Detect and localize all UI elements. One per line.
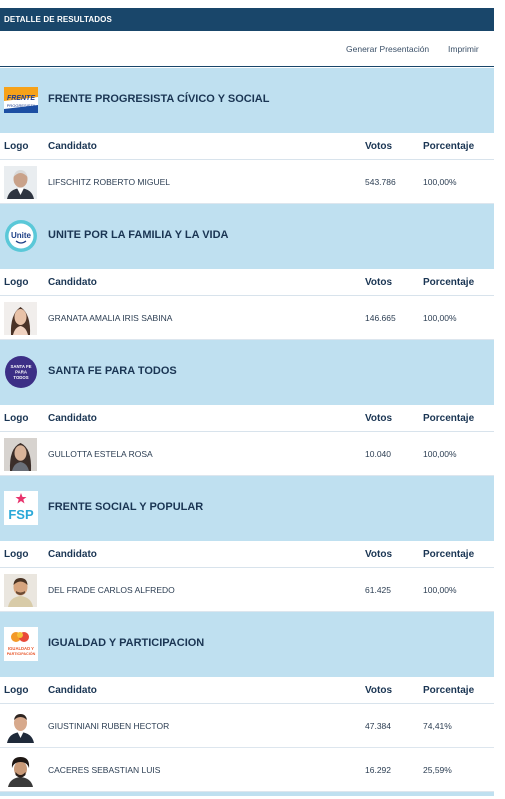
svg-text:SANTA FE: SANTA FE — [10, 364, 31, 369]
candidate-photo — [4, 302, 37, 335]
candidate-photo — [4, 438, 37, 471]
results-header: DETALLE DE RESULTADOS — [0, 8, 494, 31]
svg-text:PROGRESISTA: PROGRESISTA — [7, 103, 36, 108]
svg-text:Unite: Unite — [11, 231, 32, 240]
party-header: Unite UNITE POR LA FAMILIA Y LA VIDA — [0, 204, 494, 269]
col-percent: Porcentaje — [423, 549, 475, 560]
col-logo: Logo — [4, 685, 29, 696]
candidate-name: DEL FRADE CARLOS ALFREDO — [48, 585, 175, 595]
candidate-votes: 543.786 — [365, 177, 396, 187]
candidate-percent: 100,00% — [423, 449, 457, 459]
candidate-photo — [4, 754, 37, 787]
col-logo: Logo — [4, 549, 29, 560]
party-name: IGUALDAD Y PARTICIPACION — [48, 637, 205, 649]
candidate-percent: 100,00% — [423, 177, 457, 187]
col-votes: Votos — [365, 685, 393, 696]
column-header-row: Logo Candidato Votos Porcentaje — [0, 541, 494, 568]
unite-logo: Unite — [5, 220, 37, 252]
candidate-name: GULLOTTA ESTELA ROSA — [48, 449, 153, 459]
svg-text:PARTICIPACIÓN: PARTICIPACIÓN — [7, 651, 36, 656]
svg-text:IGUALDAD Y: IGUALDAD Y — [8, 646, 34, 651]
results-title: DETALLE DE RESULTADOS — [4, 15, 112, 24]
column-header-row: Logo Candidato Votos Porcentaje — [0, 269, 494, 296]
svg-text:FSP: FSP — [8, 507, 34, 522]
party-name: FRENTE PROGRESISTA CÍVICO Y SOCIAL — [48, 93, 270, 105]
col-percent: Porcentaje — [423, 141, 475, 152]
candidate-votes: 16.292 — [365, 765, 391, 775]
results-list: FRENTE PROGRESISTA FRENTE PROGRESISTA CÍ… — [0, 68, 494, 796]
col-logo: Logo — [4, 141, 29, 152]
party-name: UNITE POR LA FAMILIA Y LA VIDA — [48, 229, 229, 241]
candidate-votes: 10.040 — [365, 449, 391, 459]
candidate-percent: 100,00% — [423, 313, 457, 323]
svg-text:PARA: PARA — [15, 370, 27, 375]
party-name: SANTA FE PARA TODOS — [48, 365, 177, 377]
candidate-row: GULLOTTA ESTELA ROSA 10.040 100,00% — [0, 432, 494, 476]
col-candidate: Candidato — [48, 685, 97, 696]
candidate-row: LIFSCHITZ ROBERTO MIGUEL 543.786 100,00% — [0, 160, 494, 204]
col-candidate: Candidato — [48, 549, 97, 560]
svg-text:FRENTE: FRENTE — [7, 95, 35, 102]
candidate-photo — [4, 166, 37, 199]
candidate-row: DEL FRADE CARLOS ALFREDO 61.425 100,00% — [0, 568, 494, 612]
candidate-photo — [4, 710, 37, 743]
candidate-name: CACERES SEBASTIAN LUIS — [48, 765, 161, 775]
column-header-row: Logo Candidato Votos Porcentaje — [0, 133, 494, 160]
col-votes: Votos — [365, 413, 393, 424]
col-votes: Votos — [365, 141, 393, 152]
candidate-photo — [4, 574, 37, 607]
candidate-row: CACERES SEBASTIAN LUIS 16.292 25,59% — [0, 748, 494, 792]
col-votes: Votos — [365, 277, 393, 288]
party-name: FRENTE SOCIAL Y POPULAR — [48, 501, 204, 513]
col-candidate: Candidato — [48, 141, 97, 152]
party-header: FSP FRENTE SOCIAL Y POPULAR — [0, 476, 494, 541]
actions-bar: Generar Presentación Imprimir — [0, 31, 494, 67]
party-header: FRENTE PROGRESISTA FRENTE PROGRESISTA CÍ… — [0, 68, 494, 133]
col-percent: Porcentaje — [423, 685, 475, 696]
candidate-name: GIUSTINIANI RUBEN HECTOR — [48, 721, 170, 731]
igualdad-participacion-logo: IGUALDAD Y PARTICIPACIÓN — [4, 627, 38, 661]
generate-presentation-link[interactable]: Generar Presentación — [346, 44, 430, 54]
candidate-name: LIFSCHITZ ROBERTO MIGUEL — [48, 177, 171, 187]
party-header: SANTA FE PARA TODOS SANTA FE PARA TODOS — [0, 340, 494, 405]
party-header: IGUALDAD Y PARTICIPACIÓN IGUALDAD Y PART… — [0, 612, 494, 677]
col-percent: Porcentaje — [423, 277, 475, 288]
col-logo: Logo — [4, 277, 29, 288]
col-percent: Porcentaje — [423, 413, 475, 424]
col-logo: Logo — [4, 413, 29, 424]
candidate-votes: 61.425 — [365, 585, 391, 595]
column-header-row: Logo Candidato Votos Porcentaje — [0, 405, 494, 432]
print-link[interactable]: Imprimir — [448, 44, 479, 54]
santa-fe-para-todos-logo: SANTA FE PARA TODOS — [5, 356, 37, 388]
candidate-votes: 47.384 — [365, 721, 391, 731]
col-votes: Votos — [365, 549, 393, 560]
candidate-percent: 74,41% — [423, 721, 452, 731]
candidate-name: GRANATA AMALIA IRIS SABINA — [48, 313, 173, 323]
svg-text:TODOS: TODOS — [13, 375, 28, 380]
candidate-votes: 146.665 — [365, 313, 396, 323]
col-candidate: Candidato — [48, 277, 97, 288]
fsp-logo: FSP — [4, 491, 38, 525]
col-candidate: Candidato — [48, 413, 97, 424]
candidate-percent: 25,59% — [423, 765, 452, 775]
frente-progresista-logo: FRENTE PROGRESISTA — [4, 87, 38, 113]
candidate-percent: 100,00% — [423, 585, 457, 595]
next-party-strip — [0, 792, 494, 796]
candidate-row: GRANATA AMALIA IRIS SABINA 146.665 100,0… — [0, 296, 494, 340]
column-header-row: Logo Candidato Votos Porcentaje — [0, 677, 494, 704]
candidate-row: GIUSTINIANI RUBEN HECTOR 47.384 74,41% — [0, 704, 494, 748]
